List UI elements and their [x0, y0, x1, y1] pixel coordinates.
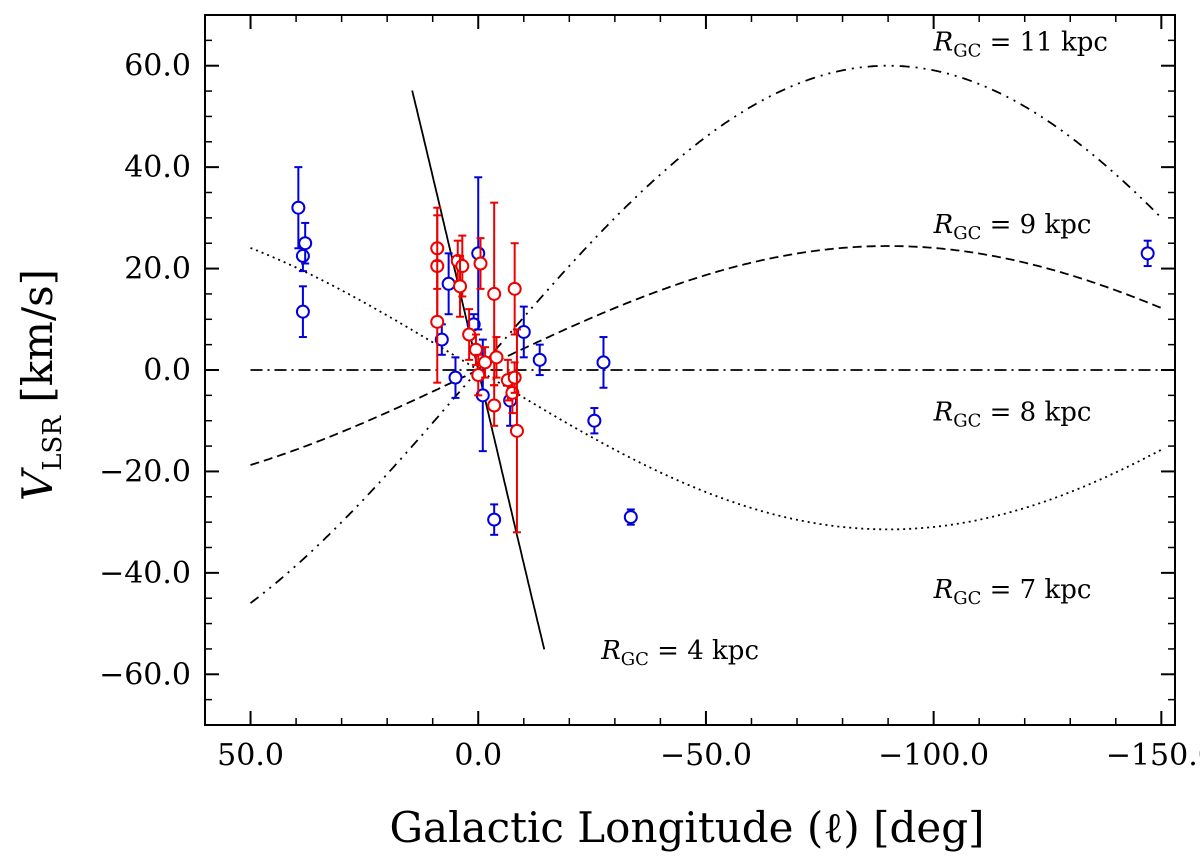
point-marker — [596, 355, 611, 370]
point-marker — [291, 200, 306, 215]
y-axis-label-main: V — [13, 467, 62, 501]
data-point — [487, 503, 502, 536]
point-marker — [623, 510, 638, 525]
data-point — [478, 346, 493, 379]
y-tick-label: 0.0 — [143, 353, 191, 388]
point-marker — [507, 370, 522, 385]
point-marker — [489, 350, 504, 365]
curve-label-value: = 9 kpc — [981, 210, 1091, 240]
data-point — [509, 328, 524, 534]
data-point — [487, 384, 502, 427]
x-tick-label: −50.0 — [660, 738, 752, 773]
curve-label-value: = 11 kpc — [981, 28, 1108, 58]
data-point — [468, 333, 483, 366]
point-marker — [507, 281, 522, 296]
curve-label-symbol: R — [933, 398, 954, 428]
curve-label: RGC = 8 kpc — [933, 398, 1092, 432]
data-point — [448, 356, 463, 399]
point-marker — [430, 314, 445, 329]
point-marker — [532, 352, 547, 367]
point-marker — [295, 248, 310, 263]
point-marker — [587, 413, 602, 428]
curve-label-value: = 4 kpc — [649, 636, 759, 666]
curve-label: RGC = 9 kpc — [933, 210, 1092, 244]
curve-label-symbol: R — [933, 28, 954, 58]
point-marker — [453, 279, 468, 294]
curve-label-subscript: GC — [621, 649, 649, 670]
x-axis-label: Galactic Longitude (ℓ) [deg] — [390, 803, 985, 852]
curve-label: RGC = 11 kpc — [933, 28, 1108, 62]
point-marker — [487, 398, 502, 413]
point-marker — [434, 332, 449, 347]
rotation-curves — [249, 64, 1162, 650]
rotation-curve — [250, 245, 1162, 466]
point-marker — [471, 368, 486, 383]
data-points — [291, 166, 1155, 536]
curve-label-symbol: R — [600, 636, 621, 666]
data-point — [471, 176, 486, 331]
point-marker — [1140, 246, 1155, 261]
data-point — [1140, 239, 1155, 268]
axes: 50.0 0.0 −50.0 −100.0 −150.0 60.0 40.0 20.0 0.0 −… — [99, 14, 1200, 773]
curve-label-value: = 8 kpc — [981, 398, 1091, 428]
y-axis-label-unit: [km/s] — [13, 269, 62, 416]
x-tick-label: −150.0 — [1106, 738, 1200, 773]
data-point — [291, 166, 306, 250]
curve-label: RGC = 4 kpc — [600, 636, 759, 670]
y-tick-label: 20.0 — [124, 252, 191, 287]
data-point — [430, 259, 445, 384]
data-point — [473, 237, 488, 290]
y-axis-label-sub: LSR — [38, 415, 68, 471]
data-point — [623, 508, 638, 526]
curve-label-subscript: GC — [953, 41, 981, 62]
point-marker — [295, 304, 310, 319]
data-point — [298, 221, 313, 265]
data-point — [596, 336, 611, 389]
y-tick-label: −60.0 — [99, 657, 191, 692]
curve-label-subscript: GC — [953, 588, 981, 609]
point-marker — [441, 276, 456, 291]
curve-label-symbol: R — [933, 575, 954, 605]
point-marker — [448, 370, 463, 385]
point-marker — [487, 286, 502, 301]
data-point — [507, 242, 522, 336]
curve-label-symbol: R — [933, 210, 954, 240]
y-tick-label: −40.0 — [99, 556, 191, 591]
rotation-curve — [249, 64, 1162, 604]
y-axis-label: VLSR [km/s] — [13, 269, 68, 501]
curve-label-subscript: GC — [953, 223, 981, 244]
curve-label-subscript: GC — [953, 411, 981, 432]
data-point — [516, 305, 531, 359]
data-point — [453, 254, 468, 318]
curve-label-value: = 7 kpc — [981, 575, 1091, 605]
data-point — [295, 285, 310, 339]
curve-label: RGC = 7 kpc — [933, 575, 1092, 609]
rotation-curve — [250, 247, 1162, 531]
point-marker — [478, 355, 493, 370]
data-point — [532, 343, 547, 377]
y-tick-label: −20.0 — [99, 454, 191, 489]
point-marker — [509, 423, 524, 438]
y-tick-label: 40.0 — [124, 150, 191, 185]
point-marker — [516, 324, 531, 339]
data-point — [489, 336, 504, 379]
point-marker — [487, 512, 502, 527]
point-marker — [455, 259, 470, 274]
x-tick-label: 0.0 — [454, 738, 502, 773]
point-marker — [473, 256, 488, 271]
data-point — [587, 407, 602, 435]
x-tick-label: −100.0 — [878, 738, 989, 773]
x-tick-label: 50.0 — [217, 738, 284, 773]
y-tick-label: 60.0 — [124, 49, 191, 84]
point-marker — [298, 236, 313, 251]
